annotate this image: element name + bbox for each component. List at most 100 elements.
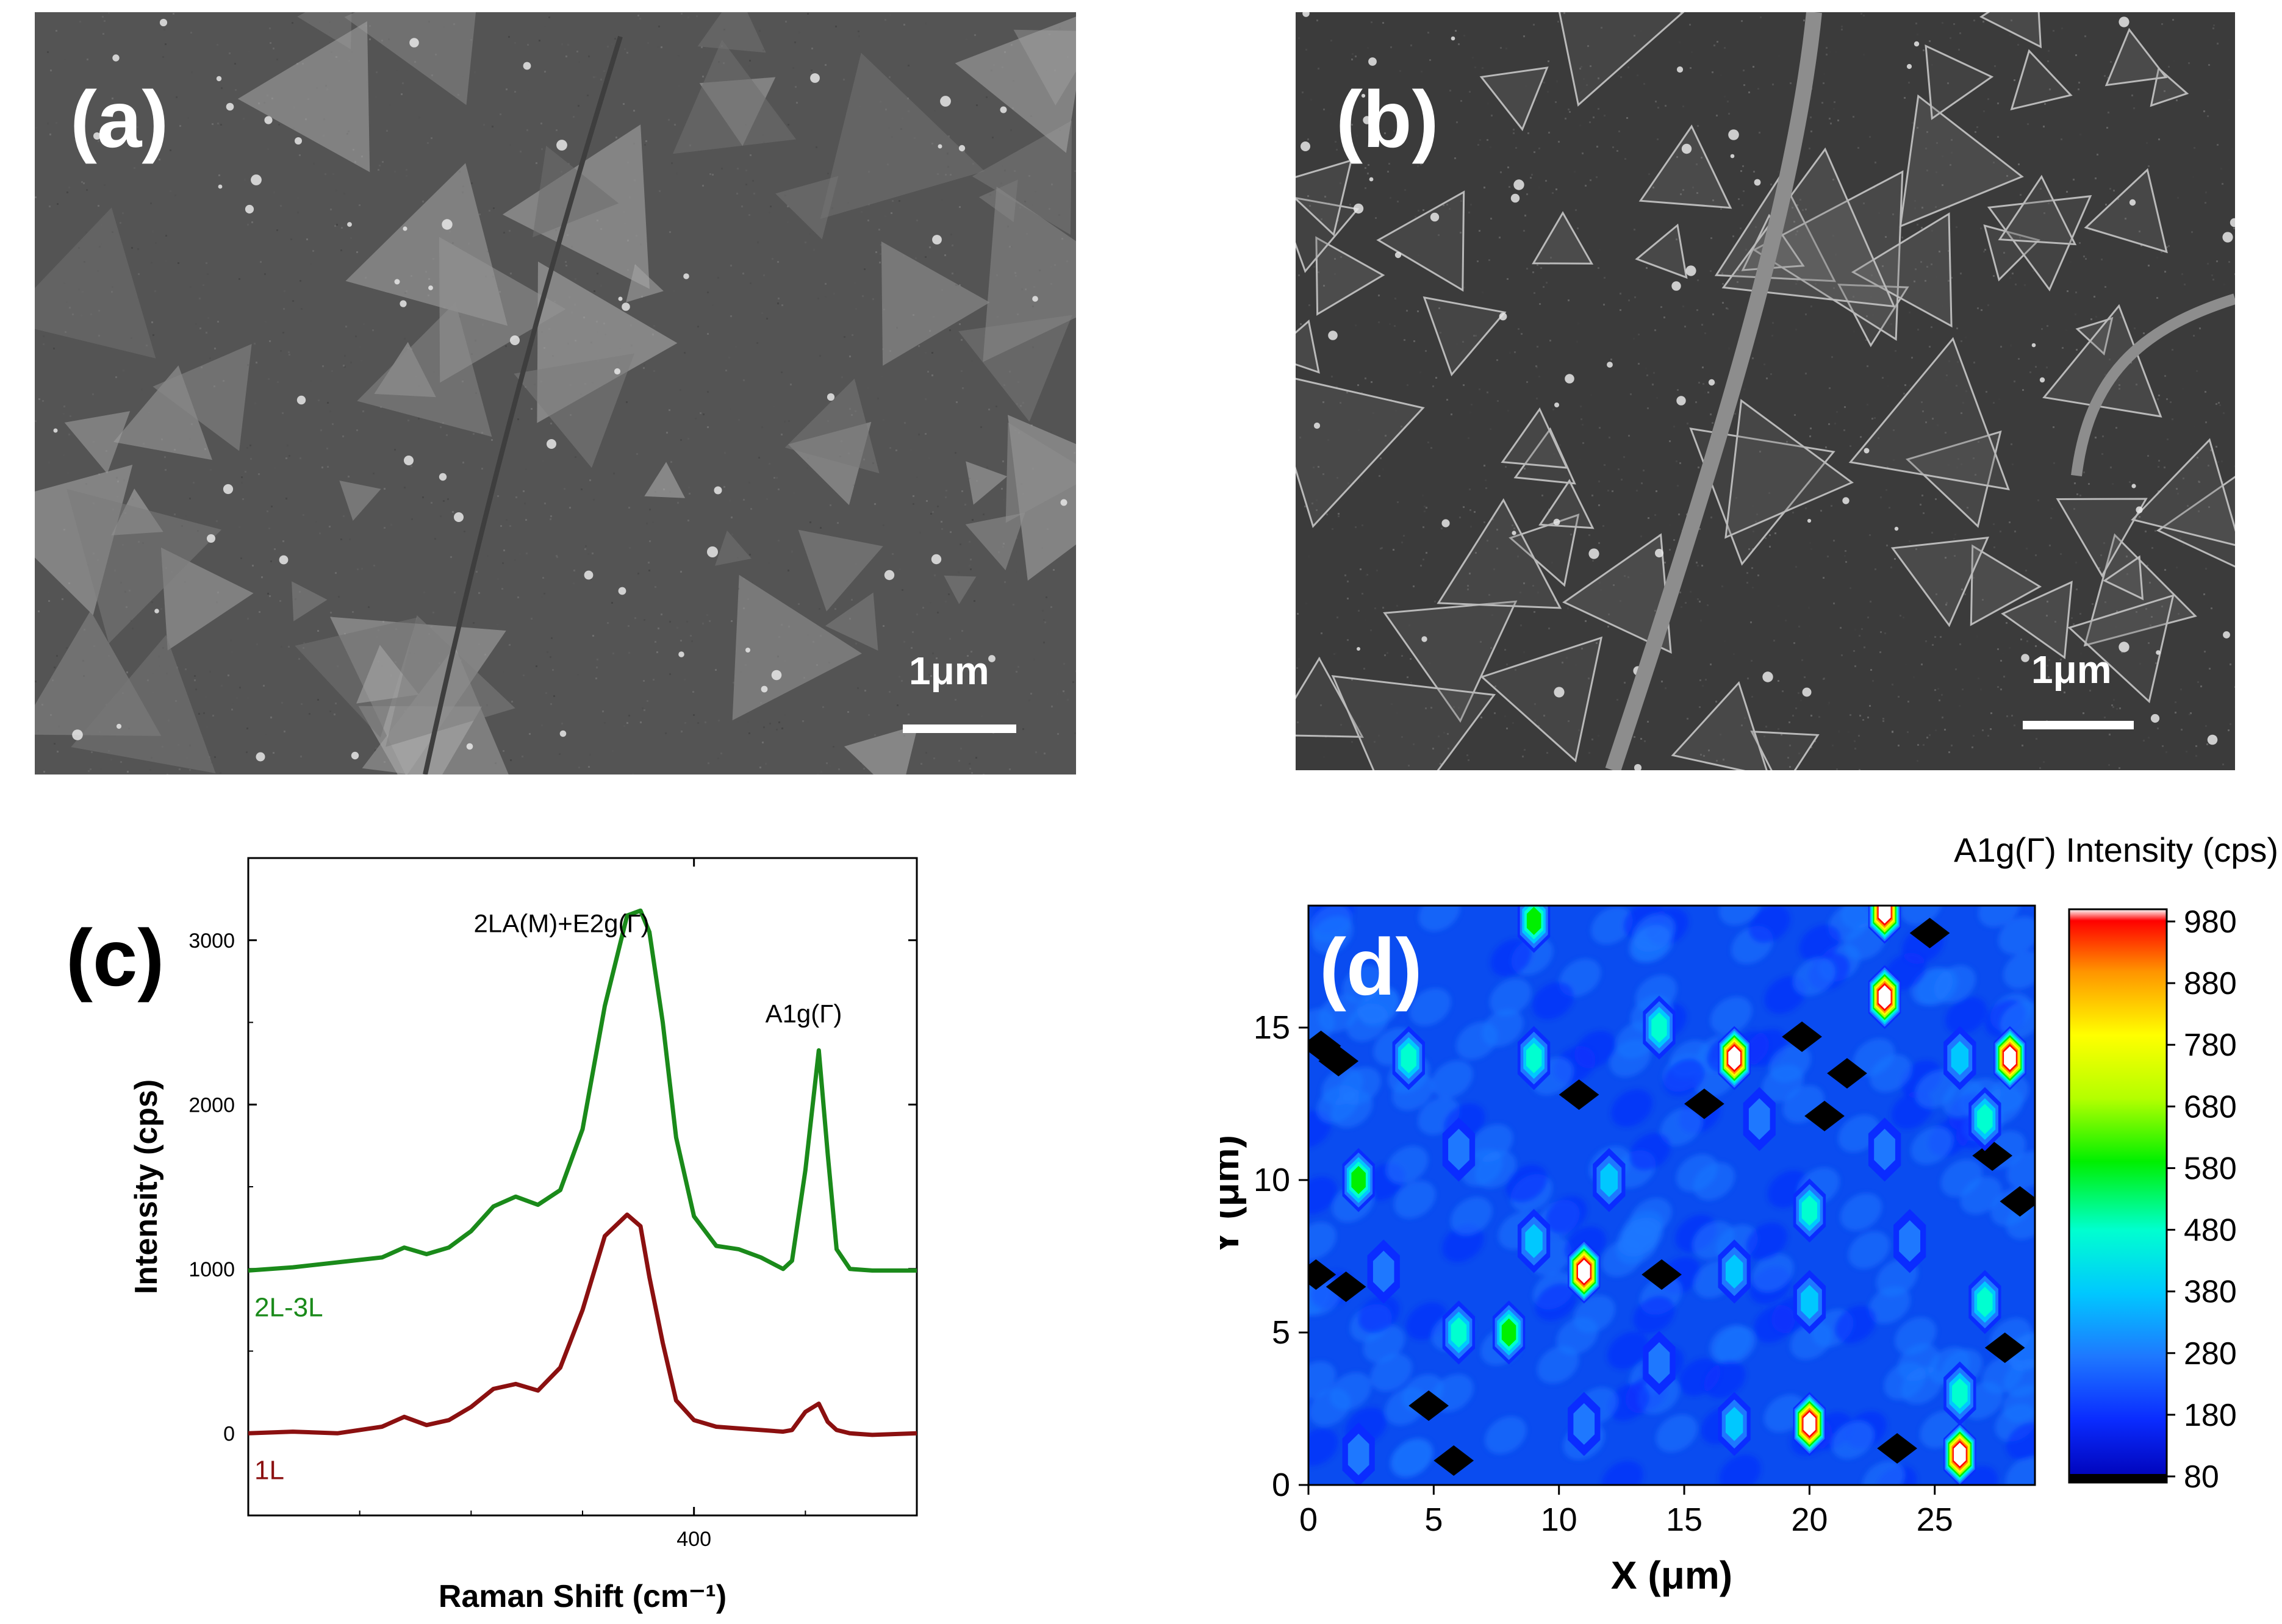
map-y-tick-label-5: 5: [1272, 1314, 1290, 1351]
hotspot-23: [1718, 1392, 1751, 1456]
black-region-7: [1984, 1332, 2025, 1363]
hotspot-20: [1793, 1392, 1826, 1456]
map-x-tick-label-0: 0: [1299, 1501, 1318, 1538]
y-axis-label: Intensity (cps): [129, 1079, 164, 1295]
series-label-2L-3L: 2L-3L: [254, 1292, 323, 1322]
colorbar-gradient: [2069, 909, 2167, 1483]
black-region-3: [1308, 1031, 1341, 1061]
hotspot-14: [1568, 1239, 1601, 1304]
hotspot-27: [1442, 1117, 1476, 1182]
map-x-tick-label-10: 10: [1541, 1501, 1577, 1538]
map-x-tick-label-20: 20: [1791, 1501, 1828, 1538]
black-region-13: [1408, 1390, 1449, 1421]
hotspot-10: [1342, 1148, 1375, 1212]
panel-a-scale-label: 1μm: [909, 649, 989, 693]
sem-ridge: [1605, 12, 1822, 770]
map-y-tick-label-0: 0: [1272, 1467, 1290, 1503]
hotspot-18: [1793, 1270, 1826, 1334]
sem-particles: [53, 18, 1067, 762]
hotspot-24: [1643, 1331, 1676, 1395]
hotspot-6: [1517, 1026, 1551, 1090]
map-y-tick-label-10: 10: [1254, 1162, 1290, 1198]
series-line-2L-3L: [248, 908, 917, 1273]
hotspot-31: [1893, 1209, 1926, 1273]
black-region-8: [1877, 1433, 1917, 1464]
panel-a-label: (a): [70, 74, 169, 164]
black-region-1: [1326, 1272, 1366, 1302]
map-x-tick-label-15: 15: [1666, 1501, 1703, 1538]
sem-ridge-branch: [2071, 293, 2235, 477]
hotspot-22: [1943, 1361, 1976, 1426]
colorbar-tick-label-980: 980: [2184, 904, 2237, 940]
hotspot-12: [1793, 1178, 1826, 1243]
colorbar-tick-label-80: 80: [2184, 1459, 2219, 1495]
y-tick-label-0: 0: [223, 1422, 235, 1445]
map-plot-frame: [1307, 904, 2036, 1486]
hotspot-7: [1392, 1026, 1425, 1090]
colorbar-tick-label-780: 780: [2184, 1028, 2237, 1063]
annotation-a1g: A1g(Γ): [766, 1000, 842, 1028]
black-region-0: [1308, 1259, 1337, 1290]
sem-background: [1296, 12, 2235, 770]
hotspot-13: [1517, 1209, 1551, 1273]
hotspot-1: [1868, 906, 1901, 944]
series-label-1L: 1L: [254, 1455, 284, 1485]
black-region-5: [1827, 1058, 1867, 1089]
hotspot-25: [1868, 1117, 1901, 1182]
map-axes: [1299, 904, 2036, 1495]
black-region-14: [1909, 918, 1950, 948]
map-x-tick-label-5: 5: [1424, 1501, 1443, 1538]
raman-axes: [247, 857, 918, 1517]
panel-b-scale-bar: [2023, 721, 2134, 729]
y-tick-label-2000: 2000: [188, 1093, 235, 1117]
hotspot-2: [1868, 965, 1901, 1029]
hotspot-3: [1718, 1026, 1751, 1090]
hotspot-8: [1943, 1026, 1976, 1090]
colorbar-tick-label-480: 480: [2184, 1213, 2237, 1248]
panel-b-sem-image: [1296, 12, 2235, 770]
annotation-2la-e2g: 2LA(M)+E2g(Γ): [474, 909, 650, 937]
colorbar-tick-label-680: 680: [2184, 1089, 2237, 1125]
hotspot-21: [1943, 1422, 1976, 1485]
hotspot-16: [1442, 1300, 1476, 1365]
hotspot-28: [1367, 1239, 1400, 1304]
map-x-axis-label: X (μm): [1611, 1553, 1732, 1597]
colorbar-frame: [2068, 908, 2168, 1484]
hotspot-30: [1568, 1392, 1601, 1456]
colorbar: [2068, 908, 2175, 1484]
colorbar-min-band: [2069, 1474, 2167, 1483]
colorbar-tick-label-380: 380: [2184, 1275, 2237, 1310]
y-tick-label-3000: 3000: [188, 929, 235, 953]
hotspot-26: [1743, 1087, 1776, 1151]
raman-plot-frame: [247, 857, 918, 1517]
map-labels: 0 5 10 15 20 25 0 5 10 15 X (μm) Y (μm) 80 180 280 380 4…: [1220, 831, 2278, 1597]
x-axis-label: Raman Shift (cm⁻¹): [439, 1579, 727, 1614]
hotspot-9: [1968, 1087, 2001, 1151]
panel-b-scale-label: 1μm: [2031, 648, 2112, 692]
black-region-4: [1804, 1101, 1845, 1131]
panel-b-label: (b): [1336, 74, 1439, 164]
colorbar-title: A1g(Γ) Intensity (cps): [1954, 831, 2278, 869]
sem-flakes: [1296, 12, 2235, 770]
map-x-tick-label-25: 25: [1917, 1501, 1953, 1538]
hotspot-17: [1492, 1300, 1526, 1365]
x-tick-label-400: 400: [676, 1528, 711, 1551]
panel-a-sem-image: [35, 12, 1076, 774]
hotspot-19: [1968, 1270, 2001, 1334]
raman-spectra-chart: 0 1000 2000 3000 400 2L-3L 1L 2LA(M)+E2g(Γ) A1g(…: [129, 857, 918, 1614]
sem-flakes: [35, 12, 1076, 774]
series-line-1L: [248, 1212, 917, 1437]
colorbar-tick-label-180: 180: [2184, 1398, 2237, 1433]
black-region-15: [1684, 1089, 1724, 1119]
hotspot-5: [1643, 995, 1676, 1060]
intensity-map-chart: 0 5 10 15 20 25 0 5 10 15 X (μm) Y (μm) 80 180 280 380 4…: [1220, 831, 2278, 1597]
colorbar-tick-label-280: 280: [2184, 1336, 2237, 1372]
intensity-map: [1308, 906, 2035, 1485]
map-y-tick-label-15: 15: [1254, 1009, 1290, 1046]
raman-labels: 0 1000 2000 3000 400 2L-3L 1L 2LA(M)+E2g(Γ) A1g(…: [129, 909, 842, 1614]
colorbar-tick-label-880: 880: [2184, 966, 2237, 1001]
black-region-11: [1433, 1445, 1474, 1476]
sem-a-canvas: [35, 12, 1076, 774]
y-tick-label-1000: 1000: [188, 1258, 235, 1281]
colorbar-tick-label-580: 580: [2184, 1151, 2237, 1186]
